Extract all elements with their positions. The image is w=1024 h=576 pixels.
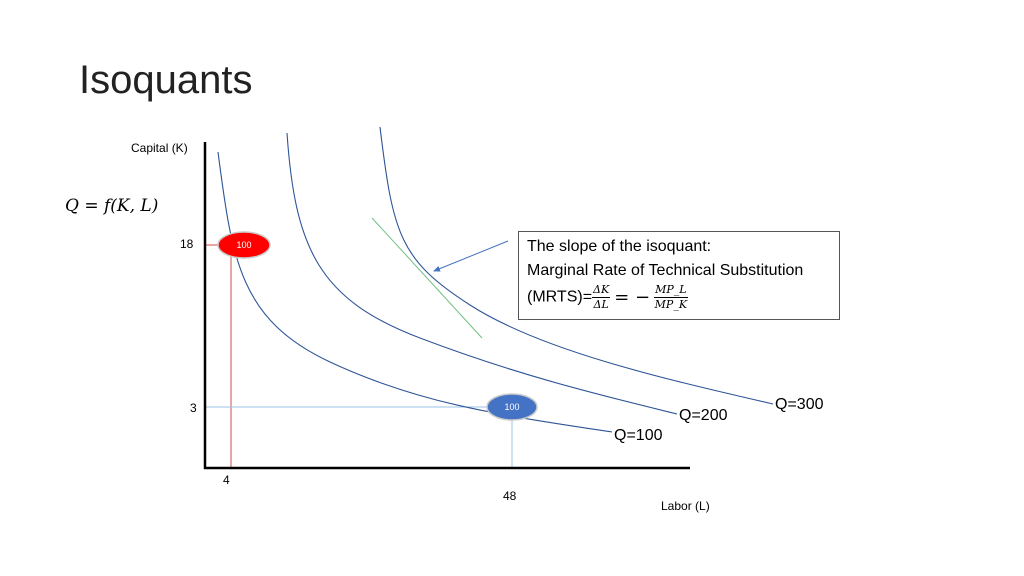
annotation-line-2: Marginal Rate of Technical Substitution (527, 262, 804, 279)
isoquant-q100-label: Q=100 (614, 427, 663, 444)
isoquant-q300-label: Q=300 (775, 396, 824, 413)
annotation-arrow (433, 240, 509, 272)
x-tick-48: 48 (503, 489, 517, 503)
delta-k: ΔK (592, 283, 611, 298)
isoquant-q300-curve (379, 126, 774, 405)
y-tick-18: 18 (180, 237, 194, 251)
delta-l: ΔL (593, 298, 609, 311)
mp-k: MP_K (654, 298, 688, 311)
y-axis-label: Capital (K) (131, 141, 188, 155)
x-axis-label: Labor (L) (661, 499, 710, 513)
point-blue-label: 100 (504, 402, 519, 412)
delta-fraction: ΔK ΔL (592, 283, 611, 312)
point-blue-ellipse (486, 393, 538, 421)
slide-title: Isoquants (79, 58, 253, 102)
isoquant-q200-label: Q=200 (679, 407, 728, 424)
annotation-line-1: The slope of the isoquant: (527, 238, 712, 255)
equals-minus: = − (614, 286, 651, 308)
x-tick-4: 4 (223, 473, 230, 487)
mrts-prefix: (MRTS)= (527, 288, 593, 306)
production-function-formula: Q = f(K, L) (65, 196, 159, 216)
mrts-annotation-box: The slope of the isoquant: Marginal Rate… (518, 231, 840, 320)
point-red-label: 100 (236, 240, 251, 250)
point-red-ellipse (217, 231, 271, 259)
annotation-line-3: (MRTS)= ΔK ΔL = − MP_L MP_K (527, 283, 839, 312)
mp-fraction: MP_L MP_K (654, 283, 688, 312)
tangent-line (371, 217, 483, 339)
isoquant-q200-curve (286, 132, 678, 415)
y-tick-3: 3 (190, 401, 197, 415)
mp-l: MP_L (654, 283, 688, 298)
